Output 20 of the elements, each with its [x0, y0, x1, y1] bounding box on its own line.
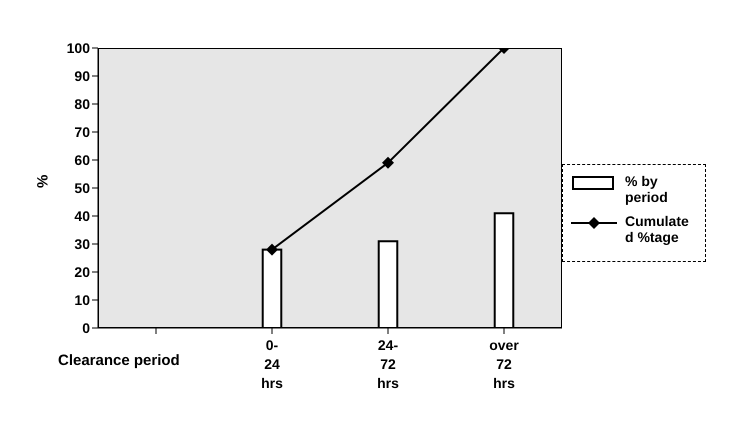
- y-tick-label: 70: [74, 124, 90, 140]
- point: [266, 244, 278, 256]
- y-tick-label: 0: [82, 320, 90, 336]
- y-axis-title: %: [34, 174, 52, 188]
- legend-label: Cumulated %tage: [625, 213, 690, 245]
- y-tick-label: 60: [74, 152, 90, 168]
- y-tick-label: 40: [74, 208, 90, 224]
- y-tick-label: 50: [74, 180, 90, 196]
- y-tick-label: 90: [74, 68, 90, 84]
- x-tick-label: 24-72 hrs: [377, 337, 400, 391]
- point: [382, 156, 394, 169]
- y-tick-label: 10: [74, 292, 90, 308]
- x-tick-label: over 72 hrs: [489, 337, 520, 391]
- y-tick-label: 30: [74, 236, 90, 252]
- x-tick-label: 0-24 hrs: [261, 337, 284, 391]
- legend-label: % by period: [625, 173, 669, 205]
- x-axis-title: Clearance period: [58, 352, 180, 369]
- y-tick-label: 20: [74, 264, 90, 280]
- y-tick-label: 80: [74, 96, 90, 112]
- y-tick-label: 100: [66, 40, 90, 56]
